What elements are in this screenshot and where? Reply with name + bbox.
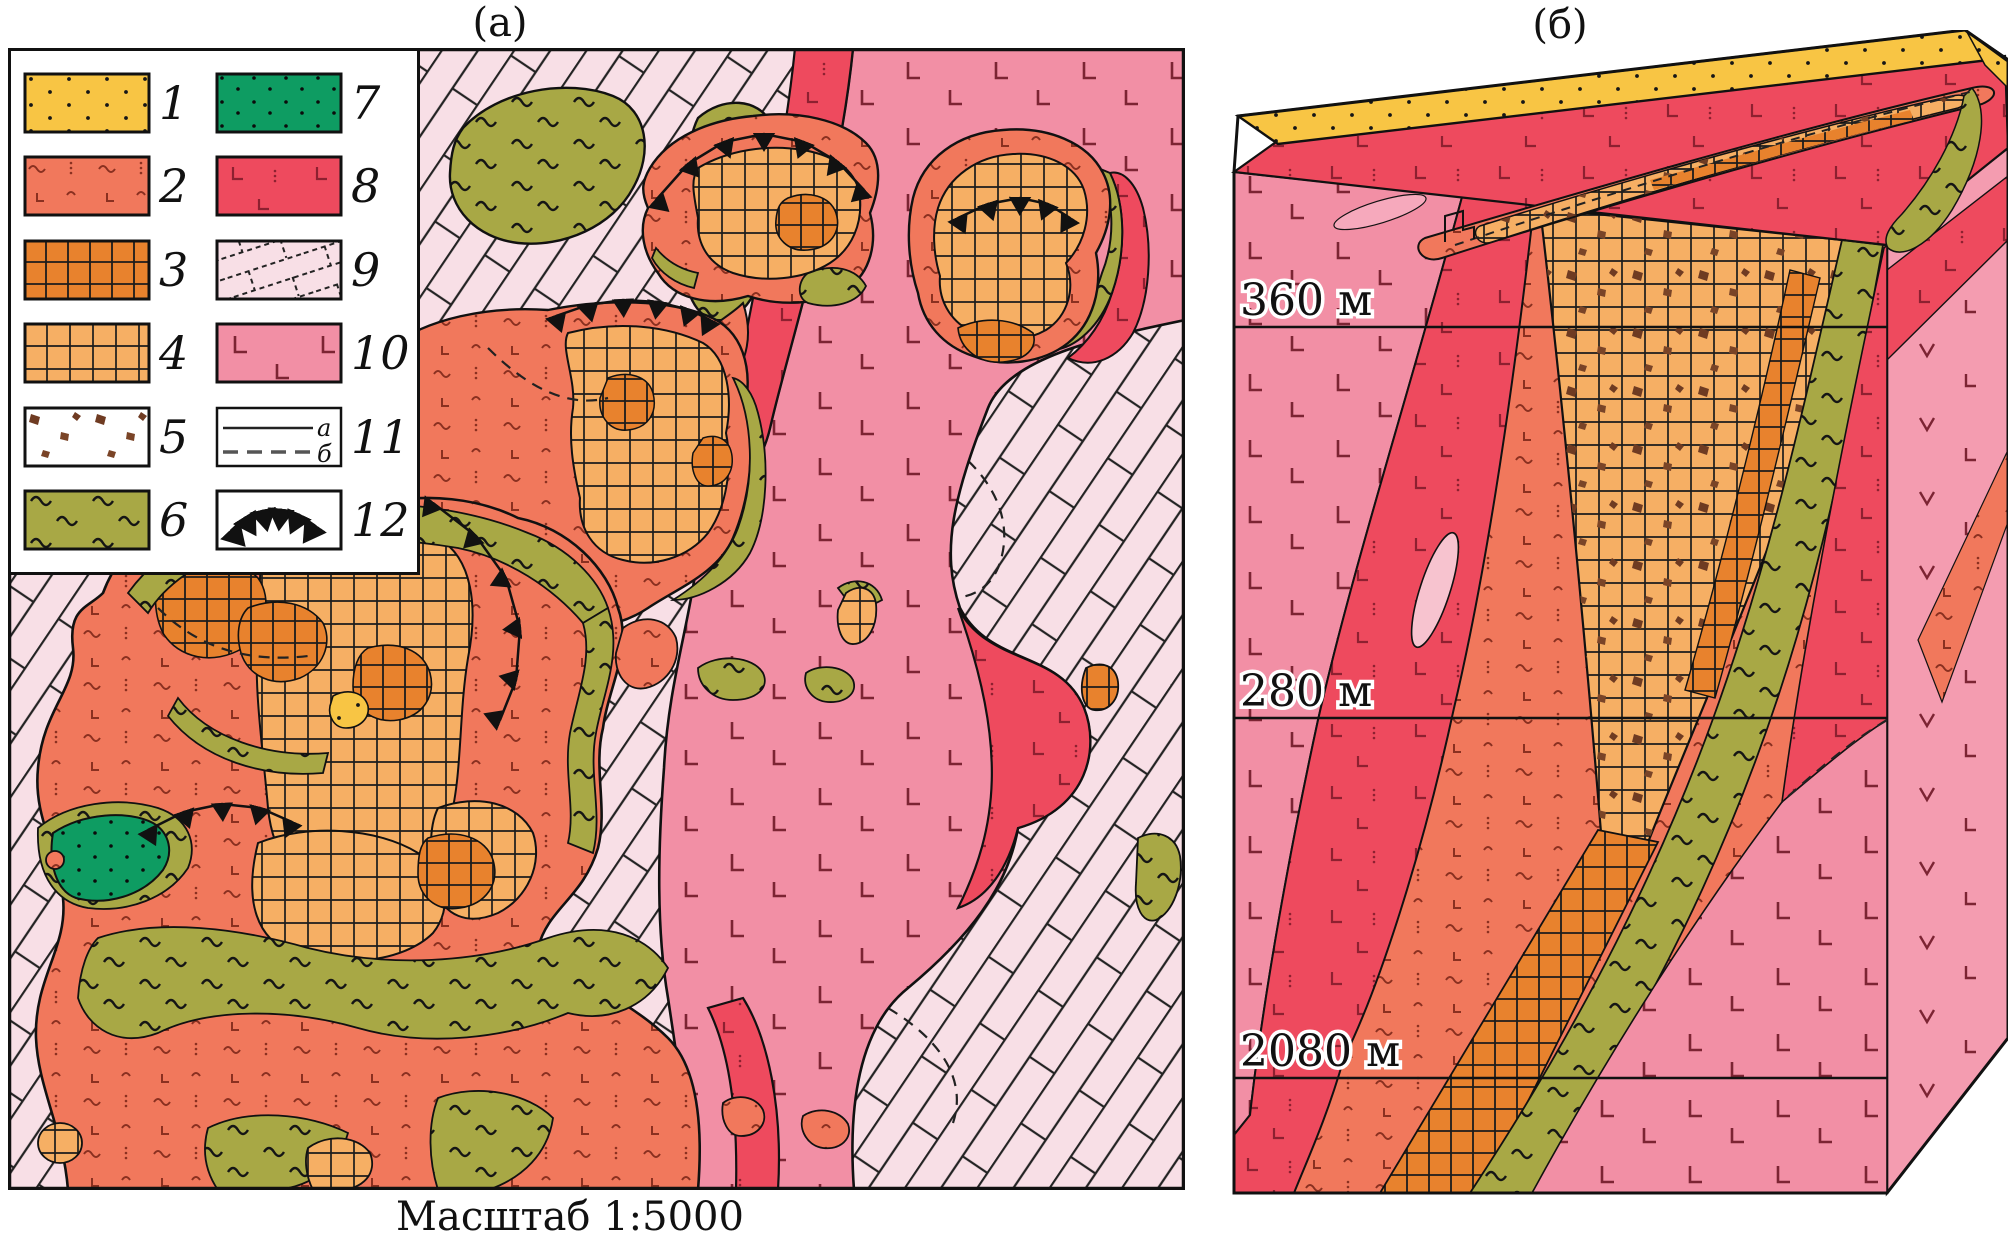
legend-number-1: 1 [159,75,189,130]
legend-number-8: 8 [351,159,381,214]
pale-lens [1410,531,1460,649]
panel-a-title: (а) [472,0,528,46]
top-pink-lens [1333,193,1427,231]
map-legend: 1 7 2 8 3 9 4 10 [8,48,420,575]
legend-number-9: 9 [351,242,381,297]
legend-swatch-3 [23,239,151,301]
depth-label-2080: 2080 м [1240,1026,1400,1077]
platform-notch [1444,209,1475,242]
legend-swatch-11: а б [215,406,343,468]
front-red-stripe [1233,195,1536,1194]
dashed-contacts [887,437,1006,1124]
panel-b-block: 360 м 280 м 2080 м [1230,28,2008,1200]
depth-label-360: 360 м [1240,275,1372,326]
legend-swatch-9 [215,239,343,301]
depth-label-280: 280 м [1240,666,1372,717]
depth-labels: 360 м 280 м 2080 м [1237,272,1404,1081]
legend-number-5: 5 [159,409,189,464]
right-intrusion [907,128,1150,364]
legend-number-11: 11 [351,409,410,464]
legend-number-12: 12 [351,493,410,548]
legend-swatch-10 [215,322,343,384]
legend-swatch-12 [215,489,343,551]
map-frame [8,48,1185,1190]
platform-olive-strip [1885,86,1983,253]
legend-swatch-2 [23,155,151,217]
legend-line-b-label: б [317,440,332,468]
block-front-face [1232,170,1889,1195]
panel-a-map: 1 7 2 8 3 9 4 10 [8,48,1185,1190]
legend-swatch-7 [215,72,343,134]
main-complex [34,485,701,1190]
right-face-salmon-band [1917,449,2008,704]
depth-lines [1234,325,1887,1080]
legend-swatch-8 [215,155,343,217]
legend-number-10: 10 [351,326,410,381]
legend-number-7: 7 [351,75,381,130]
legend-swatch-6 [23,489,151,551]
legend-swatch-4 [23,322,151,384]
legend-line-a-label: а [317,414,331,442]
legend-number-4: 4 [159,326,189,381]
front-pink-right [1530,718,1888,1194]
legend-swatch-5 [23,406,151,468]
block-diagram-svg: 360 м 280 м 2080 м [1231,28,2008,1197]
block-outline [1232,28,2008,1195]
block-top-face [1231,28,2008,261]
legend-number-6: 6 [159,493,189,548]
panel-b-title: (б) [1532,2,1588,48]
yellow-patch [328,691,370,729]
legend-number-3: 3 [159,242,189,297]
scale-caption: Масштаб 1:5000 [396,1194,744,1240]
islets [37,580,1182,1190]
legend-number-2: 2 [159,159,189,214]
legend-swatch-1 [23,72,151,134]
ore-funnel-core [1684,269,1821,699]
